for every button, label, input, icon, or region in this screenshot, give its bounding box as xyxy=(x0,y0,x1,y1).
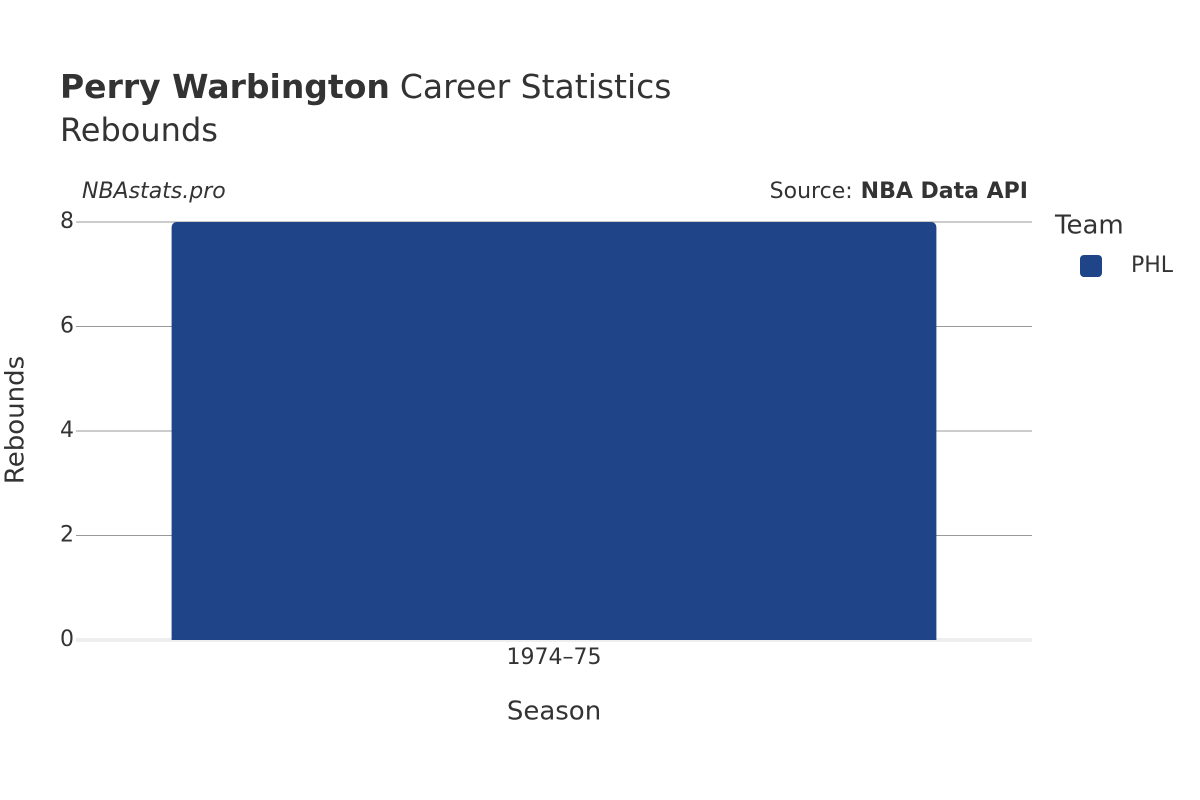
bar xyxy=(171,222,937,640)
y-tick-label: 6 xyxy=(60,314,74,339)
y-axis-label: Rebounds xyxy=(1,356,31,484)
chart-title: Perry Warbington Career Statistics xyxy=(60,67,672,106)
source-name: NBA Data API xyxy=(861,179,1028,204)
y-tick-label: 4 xyxy=(60,418,74,443)
x-tick-label: 1974–75 xyxy=(507,645,602,670)
title-rest: Career Statistics xyxy=(400,67,672,106)
title-bold: Perry Warbington xyxy=(60,67,390,106)
y-tick-label: 8 xyxy=(60,209,74,234)
source-label: Source: xyxy=(770,179,853,204)
y-tick-label: 0 xyxy=(60,627,74,652)
x-axis-label: Season xyxy=(507,697,601,727)
y-tick-label: 2 xyxy=(60,523,74,548)
legend-label: PHL xyxy=(1131,253,1174,278)
chart-subtitle: Rebounds xyxy=(60,111,218,149)
watermark: NBAstats.pro xyxy=(82,179,226,204)
source: Source: NBA Data API xyxy=(770,179,1028,204)
legend-title: Team xyxy=(1054,211,1124,241)
legend-swatch xyxy=(1080,255,1102,277)
